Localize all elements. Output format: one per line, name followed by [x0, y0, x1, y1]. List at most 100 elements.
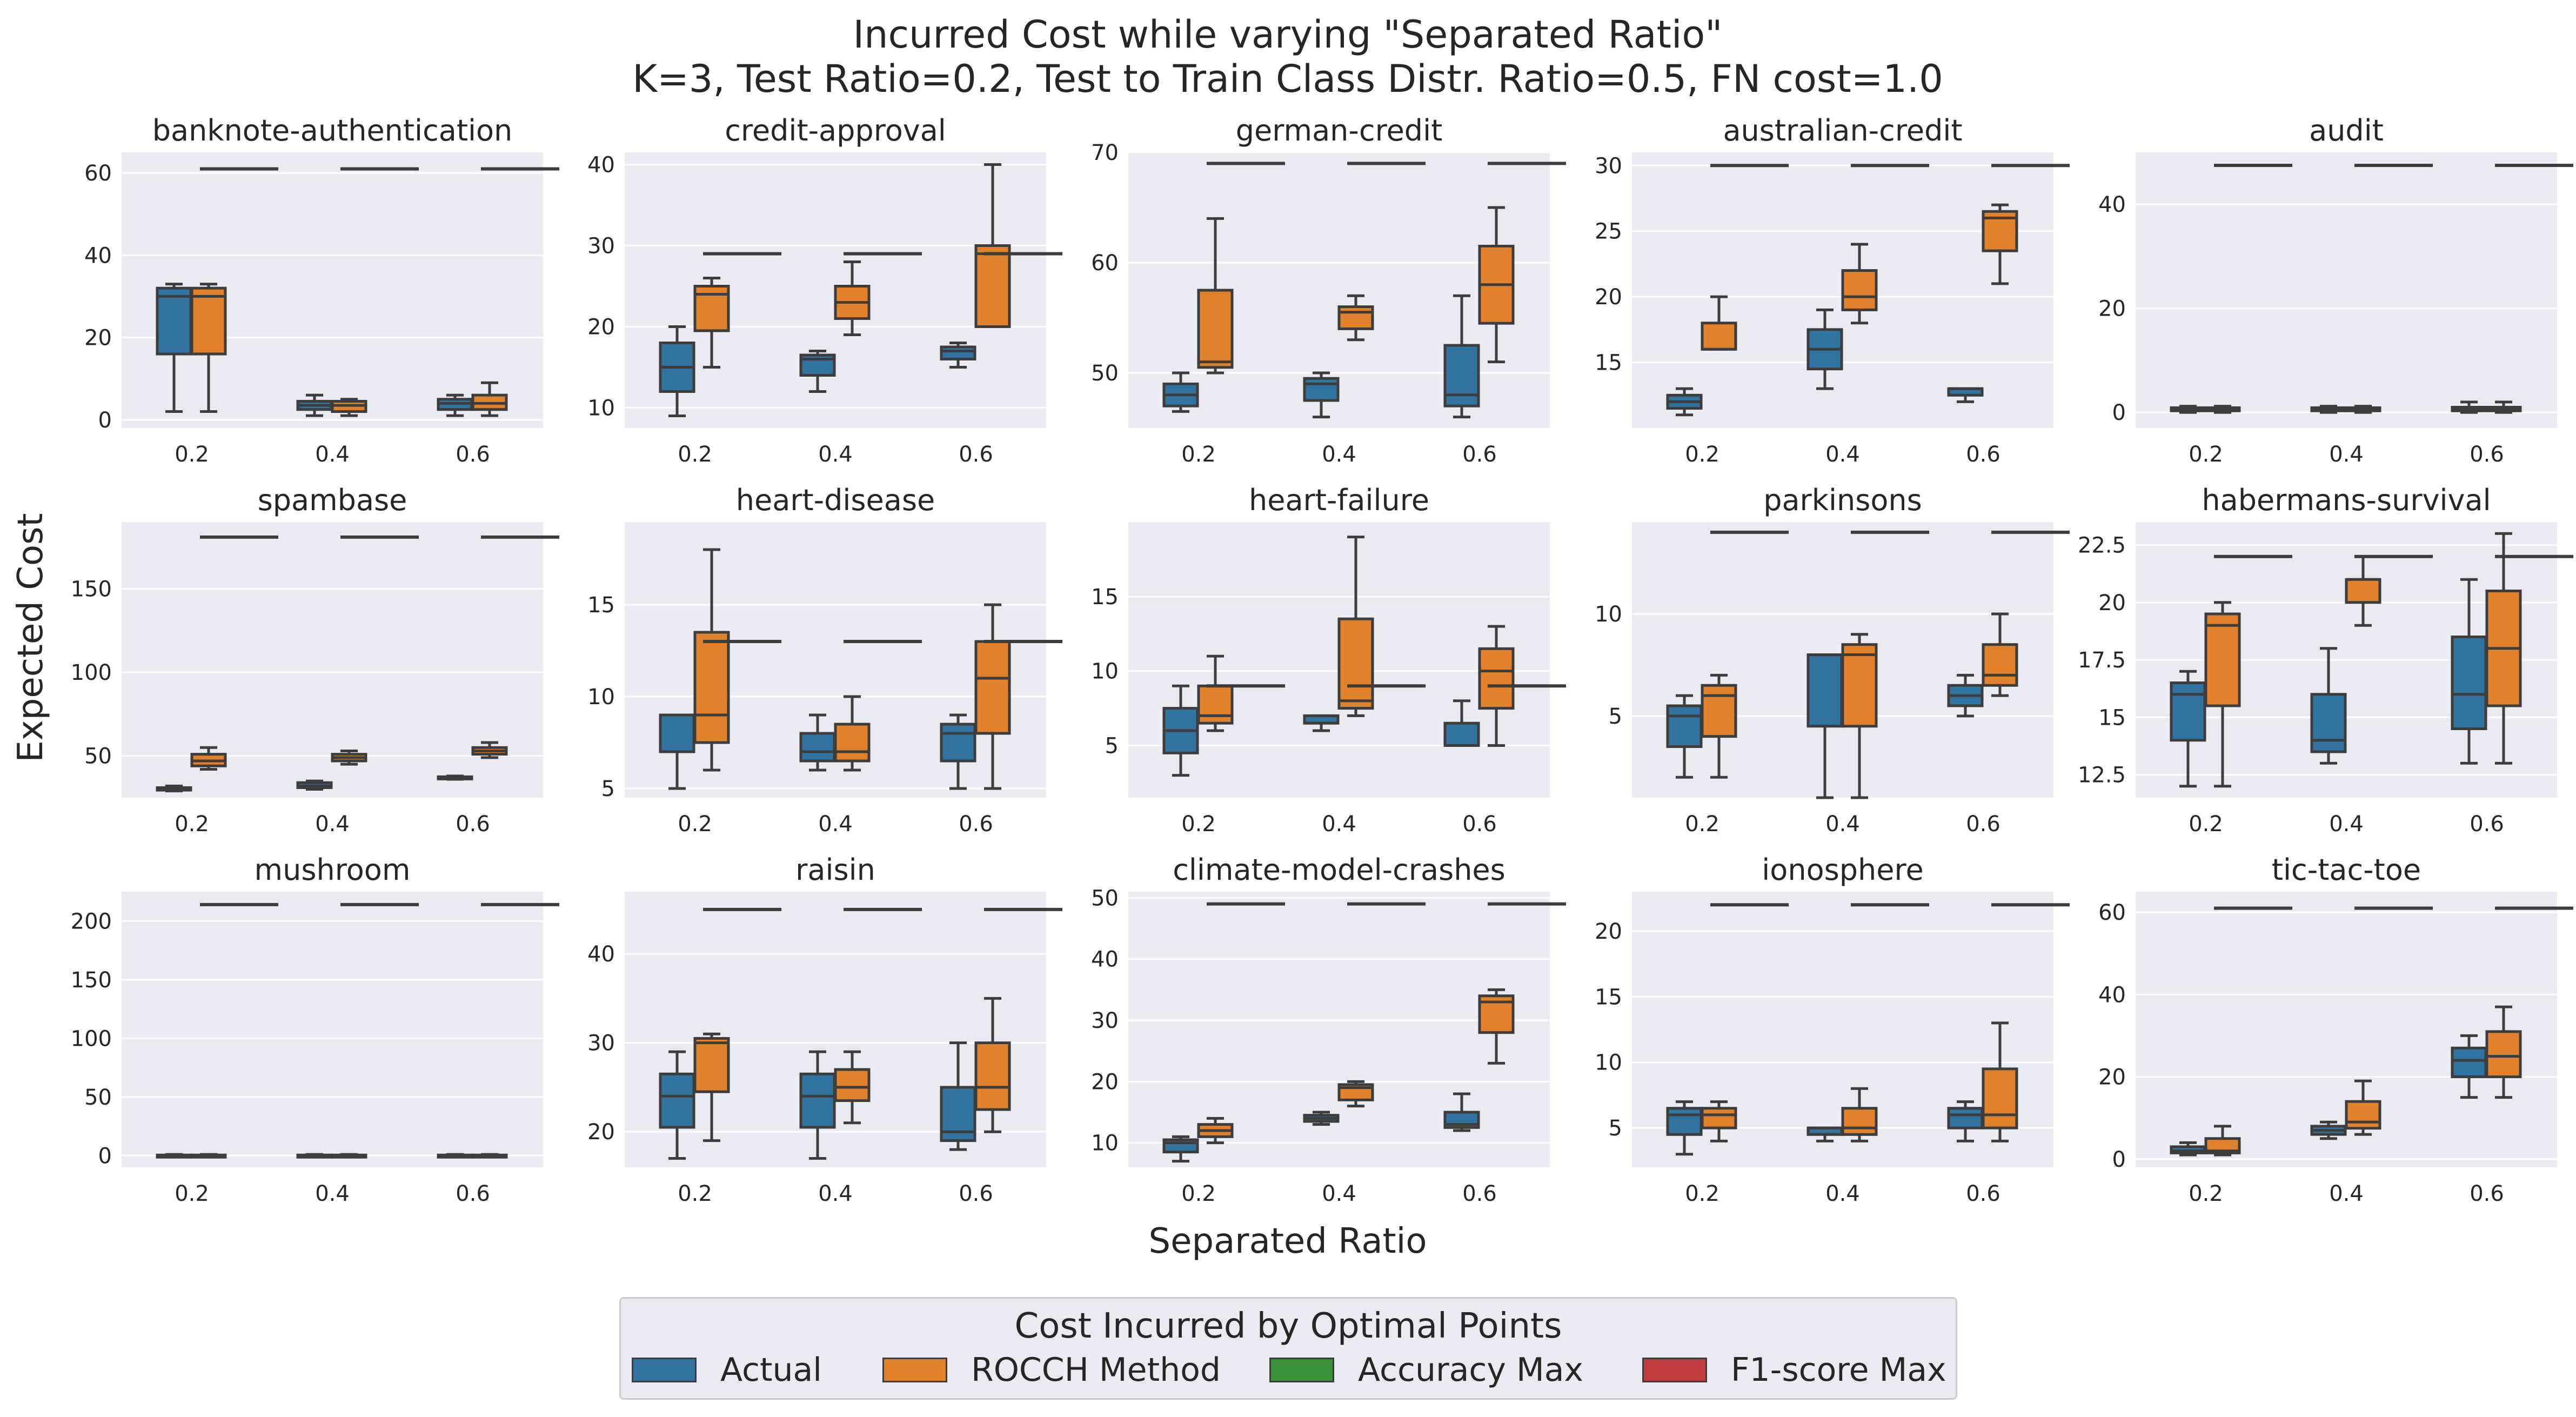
- panel-title: credit-approval: [725, 113, 946, 148]
- x-tick-label: 0.6: [456, 442, 490, 467]
- y-tick-label: 20: [1595, 919, 1622, 944]
- x-tick-label: 0.4: [1322, 812, 1356, 837]
- box-actual: [940, 723, 976, 763]
- x-tick-label: 0.6: [456, 812, 490, 837]
- x-tick-label: 0.6: [2470, 812, 2504, 837]
- y-tick-label: 150: [71, 968, 112, 993]
- panel-title: australian-credit: [1723, 113, 1962, 148]
- y-tick-label: 40: [587, 153, 615, 178]
- y-tick-label: 17.5: [2078, 648, 2126, 673]
- legend-label-rocch: ROCCH Method: [971, 1351, 1221, 1389]
- x-tick-label: 0.4: [1322, 442, 1356, 467]
- panel-australian-credit: 15 20 25 30 0.2 0.4 0.6 australian-credit: [1595, 113, 2070, 467]
- legend-item-f1-max: F1-score Max: [1642, 1351, 1946, 1389]
- box-rocch: [2204, 612, 2241, 707]
- y-tick-label: 12.5: [2078, 763, 2126, 788]
- box-actual: [2451, 636, 2487, 730]
- x-tick-label: 0.2: [1685, 1181, 1719, 1206]
- y-tick-label: 10: [1091, 1131, 1119, 1156]
- y-tick-label: 60: [84, 161, 112, 186]
- y-tick-label: 40: [587, 942, 615, 967]
- legend-swatch-f1-max: [1642, 1358, 1707, 1382]
- y-tick-label: 30: [587, 234, 615, 259]
- panel-mushroom: 0 50 100 150 200 0.2 0.4 0.6 mushroom: [71, 853, 559, 1206]
- panel-title: climate-model-crashes: [1173, 853, 1506, 887]
- box-actual: [1806, 653, 1843, 728]
- x-tick-label: 0.2: [678, 1181, 712, 1206]
- panel-title: parkinsons: [1763, 483, 1922, 517]
- panel-heart-disease: 5 10 15 0.2 0.4 0.6 heart-disease: [587, 483, 1062, 837]
- panel-credit-approval: 10 20 30 40 0.2 0.4 0.6 credit-approval: [587, 113, 1062, 467]
- box-actual: [1443, 344, 1480, 407]
- box-rocch: [1701, 684, 1737, 738]
- panel-habermans-survival: 12.5 15 17.5 20 22.5 0.2 0.4 0.6 habermans-survi…: [2078, 483, 2573, 837]
- box-actual: [1947, 1107, 1984, 1129]
- panel-title: habermans-survival: [2202, 483, 2491, 517]
- y-tick-label: 0: [98, 1144, 112, 1168]
- plot-area: [122, 892, 543, 1167]
- y-tick-label: 20: [2098, 591, 2126, 616]
- box-rocch: [1701, 1107, 1737, 1129]
- x-tick-label: 0.2: [175, 812, 209, 837]
- y-tick-label: 100: [71, 1026, 112, 1051]
- y-tick-label: 60: [1091, 251, 1119, 276]
- legend-swatch-rocch: [882, 1358, 947, 1382]
- y-tick-label: 22.5: [2078, 533, 2126, 558]
- x-tick-label: 0.4: [315, 1181, 350, 1206]
- panel-title: ionosphere: [1762, 853, 1923, 887]
- legend-swatch-accuracy-max: [1269, 1358, 1334, 1382]
- box-actual: [659, 713, 695, 753]
- legend-title: Cost Incurred by Optimal Points: [1014, 1306, 1562, 1346]
- box-rocch: [1337, 617, 1374, 710]
- x-tick-label: 0.4: [1322, 1181, 1356, 1206]
- y-tick-label: 15: [1595, 985, 1622, 1010]
- y-tick-label: 5: [1609, 1116, 1622, 1141]
- x-tick-label: 0.4: [1825, 812, 1860, 837]
- panel-tic-tac-toe: 0 20 40 60 0.2 0.4 0.6 tic-tac-toe: [2098, 853, 2573, 1206]
- box-actual: [1443, 721, 1480, 747]
- box-rocch: [974, 1041, 1011, 1111]
- panel-title: tic-tac-toe: [2272, 853, 2421, 887]
- y-tick-label: 40: [2098, 982, 2126, 1007]
- x-tick-label: 0.6: [1966, 812, 2000, 837]
- box-actual: [1303, 377, 1340, 402]
- y-tick-label: 10: [1595, 1051, 1622, 1075]
- figure-subtitle: K=3, Test Ratio=0.2, Test to Train Class…: [632, 57, 1943, 101]
- box-rocch: [834, 1068, 871, 1102]
- y-tick-label: 100: [71, 660, 112, 685]
- x-tick-label: 0.4: [818, 442, 853, 467]
- legend: Cost Incurred by Optimal Points Actual R…: [619, 1297, 1957, 1400]
- y-tick-label: 10: [587, 685, 615, 710]
- y-tick-label: 30: [1595, 153, 1622, 178]
- x-axis-label: Separated Ratio: [1148, 1221, 1427, 1261]
- y-tick-label: 5: [1609, 704, 1622, 729]
- box-rocch: [1197, 684, 1234, 725]
- panel-spambase: 50 100 150 0.2 0.4 0.6 spambase: [71, 483, 559, 837]
- y-tick-label: 15: [2098, 705, 2126, 730]
- legend-item-accuracy-max: Accuracy Max: [1269, 1351, 1584, 1389]
- panel-title: audit: [2309, 113, 2384, 148]
- y-tick-label: 40: [1091, 947, 1119, 972]
- x-tick-label: 0.2: [1685, 812, 1719, 837]
- panel-ionosphere: 5 10 15 20 0.2 0.4 0.6 ionosphere: [1595, 853, 2070, 1206]
- x-tick-label: 0.4: [1825, 442, 1860, 467]
- y-tick-label: 25: [1595, 219, 1622, 244]
- box-actual: [659, 1072, 695, 1129]
- x-tick-label: 0.2: [1181, 1181, 1216, 1206]
- box-rocch: [693, 631, 730, 744]
- panel-audit: 0 20 40 0.2 0.4 0.6 audit: [2098, 113, 2573, 467]
- y-tick-label: 50: [1091, 361, 1119, 386]
- x-tick-label: 0.6: [1966, 1181, 2000, 1206]
- legend-item-actual: Actual: [632, 1351, 822, 1389]
- x-tick-label: 0.2: [1181, 812, 1216, 837]
- figure-title: Incurred Cost while varying "Separated R…: [853, 12, 1723, 57]
- legend-label-accuracy-max: Accuracy Max: [1358, 1351, 1584, 1389]
- y-tick-label: 40: [2098, 192, 2126, 217]
- box-rocch: [834, 723, 871, 763]
- box-actual: [799, 732, 836, 763]
- panel-title: raisin: [795, 853, 875, 887]
- y-tick-label: 15: [1091, 585, 1119, 610]
- y-tick-label: 0: [2112, 1147, 2126, 1172]
- box-rocch: [1982, 1067, 2018, 1129]
- plot-area: [2136, 152, 2557, 428]
